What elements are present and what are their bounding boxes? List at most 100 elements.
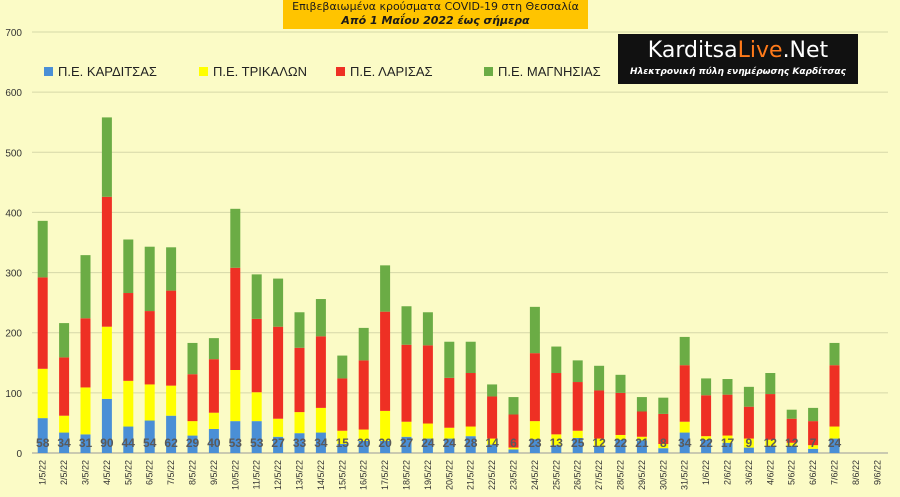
bar-segment — [315, 407, 326, 433]
bar-segment — [444, 438, 455, 453]
bar-segment — [508, 414, 519, 448]
data-label: 31 — [79, 436, 93, 450]
bar-segment — [765, 394, 776, 440]
data-label: 44 — [122, 436, 136, 450]
data-label: 17 — [721, 436, 735, 450]
legend-swatch — [199, 67, 208, 76]
data-label: 7 — [810, 436, 817, 450]
x-tick-label: 22/5/22 — [487, 460, 497, 490]
bar-segment — [422, 345, 433, 424]
bar-segment — [594, 438, 605, 446]
bar-segment — [80, 387, 91, 435]
bar-segment — [444, 341, 455, 378]
logo-brand-tld: .Net — [782, 38, 829, 63]
logo-brand-live: Live — [737, 38, 783, 63]
bar-segment — [230, 421, 241, 453]
legend-label: Π.Ε. ΤΡΙΚΑΛΩΝ — [213, 64, 307, 79]
bar-segment — [230, 267, 241, 371]
bar-segment — [743, 447, 754, 453]
x-tick-label: 31/5/22 — [680, 460, 690, 490]
bar-segment — [487, 396, 498, 439]
data-label: 14 — [485, 436, 499, 450]
bar-segment — [465, 373, 476, 427]
y-tick-label: 300 — [5, 269, 22, 280]
bar-segment — [658, 397, 669, 414]
bar-segment — [615, 439, 626, 453]
bar-segment — [380, 440, 391, 453]
bar-segment — [551, 373, 562, 435]
bar-segment — [594, 390, 605, 439]
bar-segment — [743, 386, 754, 407]
legend: Π.Ε. ΚΑΡΔΙΤΣΑΣ Π.Ε. ΤΡΙΚΑΛΩΝ Π.Ε. ΛΑΡΙΣΑΣ Π… — [44, 64, 601, 79]
data-label: 90 — [100, 436, 114, 450]
data-label: 28 — [464, 436, 478, 450]
bar-segment — [808, 448, 819, 453]
data-label: 25 — [571, 436, 585, 450]
legend-label: Π.Ε. ΜΑΓΝΗΣΙΑΣ — [498, 64, 601, 79]
bar-segment — [251, 421, 262, 453]
data-label: 15 — [336, 436, 350, 450]
bar-segment — [679, 336, 690, 366]
y-tick-label: 700 — [5, 28, 22, 39]
x-tick-label: 11/5/22 — [252, 460, 262, 489]
bar-segment — [208, 338, 219, 360]
x-tick-label: 5/5/22 — [123, 460, 133, 485]
y-tick-label: 400 — [5, 208, 22, 219]
data-label: 20 — [378, 436, 392, 450]
bar-segment — [786, 409, 797, 419]
bar-segment — [187, 435, 198, 453]
bar-segment — [273, 418, 284, 437]
bar-segment — [572, 437, 583, 453]
bar-segment — [101, 117, 112, 197]
x-tick-label: 9/5/22 — [209, 460, 219, 485]
x-tick-label: 19/5/22 — [423, 460, 433, 490]
bar-segment — [615, 434, 626, 440]
x-tick-label: 7/6/22 — [830, 460, 840, 485]
x-tick-label: 28/5/22 — [616, 460, 626, 490]
bar-segment — [380, 265, 391, 312]
data-label: 53 — [250, 436, 264, 450]
x-tick-label: 7/5/22 — [166, 460, 176, 485]
bar-segment — [615, 392, 626, 435]
bar-segment — [679, 421, 690, 433]
x-tick-label: 2/6/22 — [723, 460, 733, 485]
bar-segment — [401, 344, 412, 422]
bar-segment — [786, 418, 797, 443]
bar-segment — [315, 299, 326, 337]
data-label: 34 — [314, 436, 328, 450]
bar-segment — [701, 395, 712, 437]
data-label: 12 — [785, 436, 799, 450]
bar-segment — [658, 413, 669, 444]
bar-segment — [80, 434, 91, 453]
data-label: 12 — [764, 436, 778, 450]
data-label: 27 — [400, 436, 414, 450]
x-tick-label: 13/5/22 — [295, 460, 305, 490]
legend-swatch — [336, 67, 345, 76]
x-tick-label: 6/6/22 — [808, 460, 818, 485]
bar-segment — [294, 347, 305, 413]
bar-segment — [208, 428, 219, 453]
logo-brand: KarditsaLive.Net — [618, 34, 858, 66]
data-label: 24 — [443, 436, 457, 450]
bar-segment — [80, 255, 91, 319]
data-label: 54 — [143, 436, 157, 450]
x-tick-label: 21/5/22 — [466, 460, 476, 490]
bar-segment — [337, 378, 348, 431]
data-label: 8 — [660, 436, 667, 450]
bar-segment — [615, 374, 626, 393]
bar-segment — [444, 427, 455, 439]
bar-segment — [829, 426, 840, 439]
bar-segment — [572, 360, 583, 383]
x-tick-label: 17/5/22 — [380, 460, 390, 490]
data-label: 20 — [357, 436, 371, 450]
bar-segment — [508, 449, 519, 453]
data-label: 23 — [528, 436, 542, 450]
bar-segment — [594, 445, 605, 453]
data-label: 12 — [592, 436, 606, 450]
x-tick-label: 14/5/22 — [316, 460, 326, 490]
x-tick-label: 1/5/22 — [38, 460, 48, 485]
bar-segment — [59, 357, 70, 416]
bar-segment — [529, 353, 540, 422]
x-tick-label: 18/5/22 — [402, 460, 412, 490]
